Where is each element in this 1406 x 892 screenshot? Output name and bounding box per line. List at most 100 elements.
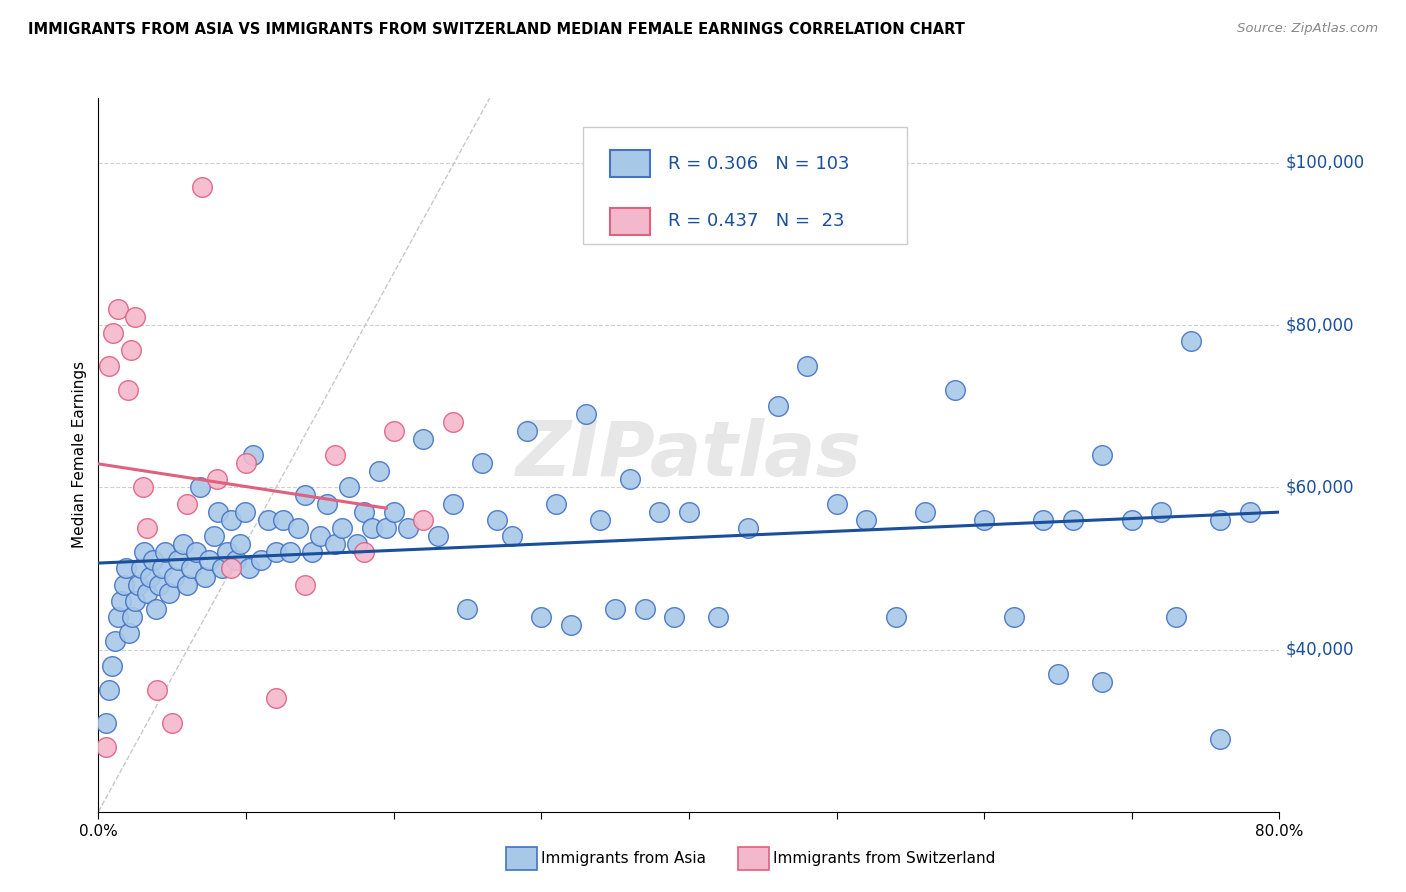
Point <box>353 545 375 559</box>
Point <box>136 521 159 535</box>
Point <box>104 634 127 648</box>
Y-axis label: Median Female Earnings: Median Female Earnings <box>72 361 87 549</box>
FancyBboxPatch shape <box>582 127 907 244</box>
Point <box>855 513 877 527</box>
Point <box>198 553 221 567</box>
Point <box>215 545 238 559</box>
Point <box>501 529 523 543</box>
Point <box>412 513 434 527</box>
Point <box>544 497 567 511</box>
Point <box>191 180 214 194</box>
Point <box>142 553 165 567</box>
Point <box>323 448 346 462</box>
Point <box>427 529 450 543</box>
Point <box>1180 334 1202 349</box>
Text: IMMIGRANTS FROM ASIA VS IMMIGRANTS FROM SWITZERLAND MEDIAN FEMALE EARNINGS CORRE: IMMIGRANTS FROM ASIA VS IMMIGRANTS FROM … <box>28 22 965 37</box>
Point <box>589 513 612 527</box>
Point <box>188 480 211 494</box>
Point <box>136 586 159 600</box>
Point <box>257 513 280 527</box>
Point <box>139 569 162 583</box>
Text: Immigrants from Switzerland: Immigrants from Switzerland <box>773 851 995 866</box>
Point <box>127 577 149 591</box>
Point <box>973 513 995 527</box>
Point <box>707 610 730 624</box>
Point <box>225 553 247 567</box>
Point <box>162 715 183 730</box>
Point <box>382 505 405 519</box>
Point <box>301 545 323 559</box>
Point <box>115 561 138 575</box>
Point <box>1062 513 1084 527</box>
Point <box>441 416 464 430</box>
Point <box>1091 675 1114 690</box>
Point <box>309 529 332 543</box>
Point <box>337 480 360 494</box>
Point <box>129 561 152 575</box>
Point <box>121 610 143 624</box>
Point <box>633 602 655 616</box>
Point <box>229 537 252 551</box>
Point <box>396 521 419 535</box>
Point <box>134 545 156 559</box>
Text: ZIPatlas: ZIPatlas <box>516 418 862 491</box>
Text: $60,000: $60,000 <box>1285 478 1354 496</box>
Point <box>97 359 120 373</box>
Point <box>1002 610 1025 624</box>
Point <box>219 513 242 527</box>
FancyBboxPatch shape <box>610 208 650 235</box>
Point <box>94 739 117 754</box>
Point <box>287 521 309 535</box>
Point <box>110 594 132 608</box>
Point <box>486 513 509 527</box>
Point <box>1164 610 1187 624</box>
Point <box>353 505 375 519</box>
Point <box>766 399 789 413</box>
Point <box>172 537 194 551</box>
Point <box>796 359 818 373</box>
Point <box>664 610 686 624</box>
Point <box>194 569 217 583</box>
Point <box>107 301 129 316</box>
Point <box>242 448 264 462</box>
Point <box>530 610 553 624</box>
Point <box>250 553 273 567</box>
Point <box>238 561 260 575</box>
Point <box>574 408 596 422</box>
Point <box>330 521 353 535</box>
Point <box>884 610 907 624</box>
Point <box>1032 513 1054 527</box>
Point <box>235 456 257 470</box>
Point <box>202 529 225 543</box>
Point <box>316 497 339 511</box>
Point <box>219 561 242 575</box>
Point <box>146 683 169 698</box>
Point <box>456 602 478 616</box>
Point <box>118 626 141 640</box>
Point <box>323 537 346 551</box>
Point <box>825 497 848 511</box>
Point <box>205 472 228 486</box>
Point <box>117 383 139 397</box>
Text: R = 0.306   N = 103: R = 0.306 N = 103 <box>668 155 849 173</box>
Point <box>914 505 936 519</box>
Point <box>112 577 135 591</box>
Point <box>648 505 671 519</box>
Point <box>1239 505 1261 519</box>
Point <box>368 464 391 478</box>
Point <box>132 480 155 494</box>
Point <box>294 488 316 502</box>
Point <box>103 326 125 341</box>
Point <box>471 456 494 470</box>
Point <box>207 505 229 519</box>
Text: $100,000: $100,000 <box>1285 154 1364 172</box>
Text: Source: ZipAtlas.com: Source: ZipAtlas.com <box>1237 22 1378 36</box>
Point <box>737 521 759 535</box>
Point <box>1209 731 1232 746</box>
Point <box>412 432 434 446</box>
Point <box>176 577 198 591</box>
Point <box>346 537 368 551</box>
Point <box>619 472 641 486</box>
Point <box>294 577 316 591</box>
Point <box>167 553 190 567</box>
